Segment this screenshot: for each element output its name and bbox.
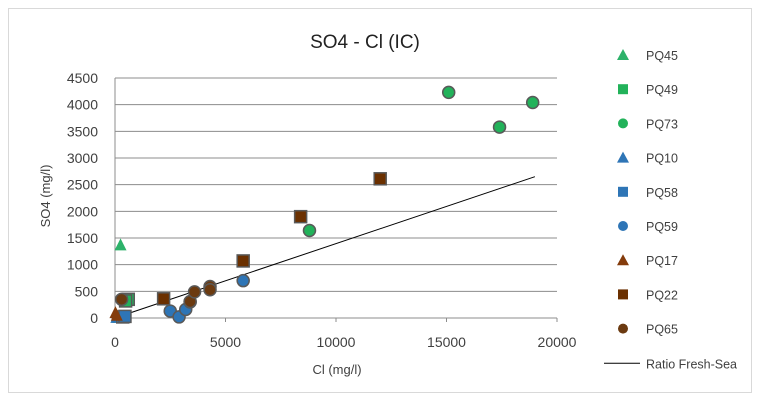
y-tick-label: 4500 [67, 70, 98, 86]
point-pq65 [187, 285, 202, 299]
y-tick-label: 0 [90, 310, 98, 326]
point-pq65 [114, 292, 129, 307]
y-tick-label: 1000 [67, 257, 98, 273]
ratio-fresh-sea-line [114, 176, 536, 319]
x-tick-label: 0 [111, 334, 119, 350]
legend-label: PQ59 [646, 220, 678, 234]
y-tick-label: 3500 [67, 123, 98, 139]
legend-marker [618, 289, 628, 300]
point-pq73 [525, 95, 540, 110]
legend-item-pq17: PQ17 [617, 254, 678, 268]
legend-item-pq10: PQ10 [617, 151, 678, 166]
x-tick-label: 15000 [427, 334, 466, 350]
gridlines [115, 77, 557, 292]
legend-label: PQ17 [646, 254, 678, 268]
legend-item-pq49: PQ49 [618, 83, 678, 97]
legend-item-pq58: PQ58 [618, 186, 678, 200]
legend-label: PQ45 [646, 49, 678, 63]
point-pq22 [156, 292, 171, 306]
reference-line [114, 176, 536, 319]
x-tick-label: 20000 [538, 334, 577, 350]
chart-title: SO4 - Cl (IC) [310, 32, 420, 53]
legend-marker [618, 84, 628, 95]
point-pq22 [293, 209, 308, 224]
point-pq17 [110, 308, 123, 321]
y-tick-label: 500 [75, 283, 99, 299]
legend: PQ45 PQ49 PQ73 PQ10 PQ58 PQ59 PQ17 PQ22 PQ65 Rati… [604, 49, 737, 371]
data-points [109, 85, 540, 324]
legend-label: PQ49 [646, 83, 678, 97]
legend-marker [617, 49, 629, 60]
legend-marker [618, 221, 628, 231]
y-axis-label: SO4 (mg/l) [38, 165, 53, 228]
legend-marker [618, 186, 628, 197]
legend-marker [617, 254, 629, 266]
point-pq59 [236, 273, 250, 288]
axes: 0 500 1000 1500 2000 2500 3000 3500 4000 4500 0 500… [67, 70, 577, 350]
legend-item-ratio: Ratio Fresh-Sea [604, 357, 737, 371]
point-pq65 [203, 282, 217, 297]
y-tick-label: 1500 [67, 230, 98, 246]
point-pq73 [492, 120, 507, 134]
legend-marker [617, 151, 629, 163]
point-pq45 [114, 238, 127, 251]
y-tick-label: 2500 [67, 177, 98, 193]
legend-marker [618, 323, 628, 334]
legend-item-pq59: PQ59 [618, 220, 678, 234]
legend-label: PQ73 [646, 117, 678, 131]
x-axis-label: Cl (mg/l) [312, 362, 361, 377]
y-tick-label: 3000 [67, 150, 98, 166]
legend-item-pq65: PQ65 [618, 323, 678, 337]
legend-item-pq45: PQ45 [617, 49, 678, 63]
point-pq22 [236, 254, 250, 268]
legend-item-pq22: PQ22 [618, 288, 678, 302]
point-pq73 [441, 85, 456, 100]
x-tick-label: 5000 [210, 334, 241, 350]
point-pq22 [373, 172, 387, 186]
legend-label: PQ10 [646, 152, 678, 166]
point-pq73 [302, 223, 317, 238]
y-tick-label: 2000 [67, 203, 98, 219]
chart-frame [8, 8, 752, 393]
legend-label: PQ58 [646, 186, 678, 200]
legend-label: PQ22 [646, 288, 678, 302]
legend-item-pq73: PQ73 [618, 117, 678, 131]
legend-marker [618, 118, 628, 129]
y-tick-label: 4000 [67, 97, 98, 113]
legend-label: PQ65 [646, 323, 678, 337]
x-tick-label: 10000 [317, 334, 356, 350]
legend-label: Ratio Fresh-Sea [646, 357, 737, 371]
